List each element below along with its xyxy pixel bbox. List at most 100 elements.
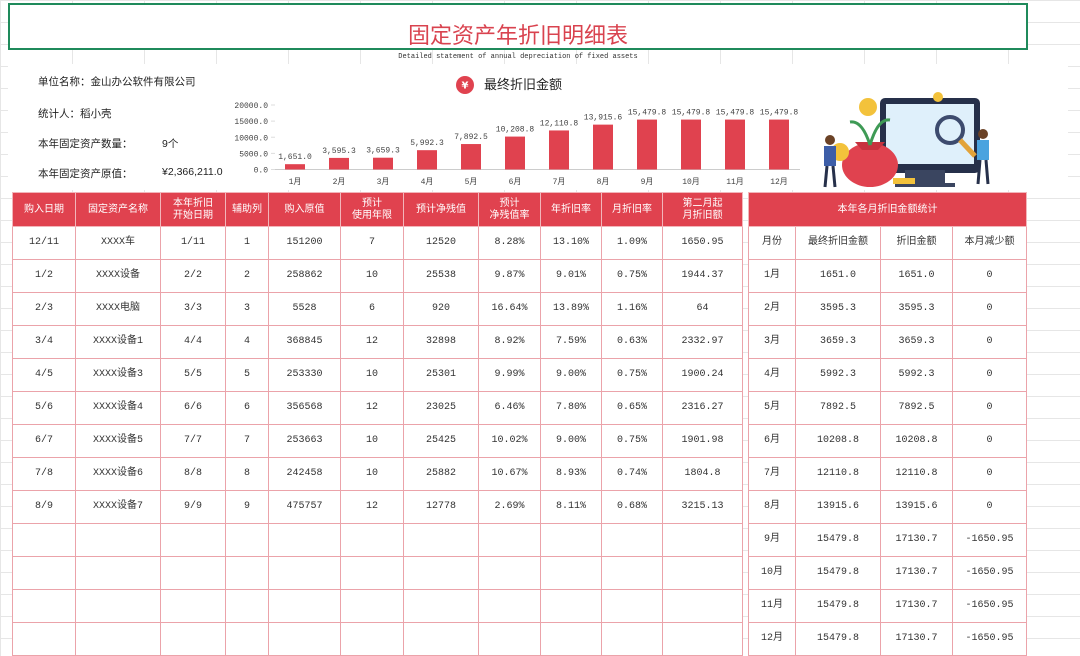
cell[interactable]: 0 bbox=[952, 490, 1027, 524]
cell[interactable]: 1.16% bbox=[601, 292, 663, 326]
cell[interactable]: 0.63% bbox=[601, 325, 663, 359]
cell[interactable]: 17130.7 bbox=[880, 622, 953, 656]
cell[interactable]: 15479.8 bbox=[795, 556, 881, 590]
cell[interactable] bbox=[662, 622, 743, 656]
cell[interactable]: -1650.95 bbox=[952, 589, 1027, 623]
cell[interactable]: 23025 bbox=[403, 391, 479, 425]
cell[interactable]: 本年折旧 开始日期 bbox=[160, 192, 226, 227]
cell[interactable]: 1/11 bbox=[160, 226, 226, 260]
cell[interactable] bbox=[225, 589, 269, 623]
cell[interactable]: 10208.8 bbox=[880, 424, 953, 458]
cell[interactable] bbox=[540, 523, 602, 557]
cell[interactable]: 10 bbox=[340, 358, 404, 392]
cell[interactable] bbox=[601, 523, 663, 557]
cell[interactable]: 9 bbox=[225, 490, 269, 524]
cell[interactable] bbox=[601, 556, 663, 590]
cell[interactable] bbox=[540, 622, 602, 656]
cell[interactable]: 3659.3 bbox=[795, 325, 881, 359]
cell[interactable]: XXXX设备6 bbox=[75, 457, 161, 491]
cell[interactable]: 2月 bbox=[748, 292, 796, 326]
cell[interactable]: 0.75% bbox=[601, 358, 663, 392]
cell[interactable]: 6/7 bbox=[12, 424, 76, 458]
cell[interactable] bbox=[225, 523, 269, 557]
cell[interactable]: 9/9 bbox=[160, 490, 226, 524]
cell[interactable] bbox=[662, 523, 743, 557]
cell[interactable]: 12 bbox=[340, 391, 404, 425]
cell[interactable]: 0.68% bbox=[601, 490, 663, 524]
cell[interactable]: 356568 bbox=[268, 391, 341, 425]
cell[interactable] bbox=[12, 556, 76, 590]
cell[interactable] bbox=[403, 556, 479, 590]
cell[interactable]: 258862 bbox=[268, 259, 341, 293]
cell[interactable]: 1651.0 bbox=[795, 259, 881, 293]
cell[interactable]: 2/3 bbox=[12, 292, 76, 326]
cell[interactable]: 0 bbox=[952, 259, 1027, 293]
cell[interactable] bbox=[75, 589, 161, 623]
cell[interactable]: 7 bbox=[225, 424, 269, 458]
cell[interactable] bbox=[268, 622, 341, 656]
cell[interactable]: 固定资产名称 bbox=[75, 192, 161, 227]
cell[interactable]: 3/3 bbox=[160, 292, 226, 326]
cell[interactable]: XXXX设备4 bbox=[75, 391, 161, 425]
cell[interactable]: 2/2 bbox=[160, 259, 226, 293]
cell[interactable] bbox=[403, 622, 479, 656]
cell[interactable]: 8.28% bbox=[478, 226, 541, 260]
cell[interactable]: 第二月起 月折旧额 bbox=[662, 192, 743, 227]
cell[interactable] bbox=[225, 622, 269, 656]
cell[interactable]: XXXX设备3 bbox=[75, 358, 161, 392]
cell[interactable]: 5/6 bbox=[12, 391, 76, 425]
cell[interactable]: 4/4 bbox=[160, 325, 226, 359]
cell[interactable]: 8.92% bbox=[478, 325, 541, 359]
cell[interactable]: 0 bbox=[952, 424, 1027, 458]
cell[interactable]: 3/4 bbox=[12, 325, 76, 359]
cell[interactable]: 本年各月折旧金额统计 bbox=[748, 192, 1027, 227]
cell[interactable]: 购入原值 bbox=[268, 192, 341, 227]
cell[interactable]: 32898 bbox=[403, 325, 479, 359]
cell[interactable]: 11月 bbox=[748, 589, 796, 623]
cell[interactable]: 4月 bbox=[748, 358, 796, 392]
cell[interactable]: 151200 bbox=[268, 226, 341, 260]
cell[interactable]: 0 bbox=[952, 358, 1027, 392]
cell[interactable]: XXXX设备 bbox=[75, 259, 161, 293]
cell[interactable]: 15479.8 bbox=[795, 589, 881, 623]
cell[interactable]: 1901.98 bbox=[662, 424, 743, 458]
cell[interactable]: 10.02% bbox=[478, 424, 541, 458]
cell[interactable]: 9.99% bbox=[478, 358, 541, 392]
cell[interactable]: 17130.7 bbox=[880, 556, 953, 590]
cell[interactable]: XXXX设备7 bbox=[75, 490, 161, 524]
cell[interactable] bbox=[160, 556, 226, 590]
cell[interactable]: 7.80% bbox=[540, 391, 602, 425]
cell[interactable] bbox=[160, 622, 226, 656]
cell[interactable]: 8/8 bbox=[160, 457, 226, 491]
cell[interactable]: 月份 bbox=[748, 226, 796, 260]
cell[interactable]: 0.65% bbox=[601, 391, 663, 425]
cell[interactable]: 9.87% bbox=[478, 259, 541, 293]
cell[interactable] bbox=[540, 589, 602, 623]
cell[interactable]: 6.46% bbox=[478, 391, 541, 425]
cell[interactable]: 预计净残值 bbox=[403, 192, 479, 227]
cell[interactable]: 25538 bbox=[403, 259, 479, 293]
cell[interactable] bbox=[540, 556, 602, 590]
cell[interactable]: 15479.8 bbox=[795, 523, 881, 557]
cell[interactable]: 0.75% bbox=[601, 259, 663, 293]
cell[interactable]: 242458 bbox=[268, 457, 341, 491]
cell[interactable]: XXXX电脑 bbox=[75, 292, 161, 326]
cell[interactable] bbox=[403, 523, 479, 557]
cell[interactable]: -1650.95 bbox=[952, 556, 1027, 590]
cell[interactable]: 8/9 bbox=[12, 490, 76, 524]
cell[interactable]: 10 bbox=[340, 259, 404, 293]
cell[interactable]: 0 bbox=[952, 325, 1027, 359]
cell[interactable]: 17130.7 bbox=[880, 523, 953, 557]
cell[interactable]: 0.75% bbox=[601, 424, 663, 458]
cell[interactable]: 6/6 bbox=[160, 391, 226, 425]
cell[interactable]: 3659.3 bbox=[880, 325, 953, 359]
cell[interactable]: 13915.6 bbox=[880, 490, 953, 524]
cell[interactable]: 5528 bbox=[268, 292, 341, 326]
cell[interactable] bbox=[160, 523, 226, 557]
cell[interactable]: XXXX车 bbox=[75, 226, 161, 260]
cell[interactable] bbox=[268, 556, 341, 590]
cell[interactable]: 3月 bbox=[748, 325, 796, 359]
cell[interactable]: 16.64% bbox=[478, 292, 541, 326]
cell[interactable]: 10 bbox=[340, 457, 404, 491]
cell[interactable]: 8月 bbox=[748, 490, 796, 524]
